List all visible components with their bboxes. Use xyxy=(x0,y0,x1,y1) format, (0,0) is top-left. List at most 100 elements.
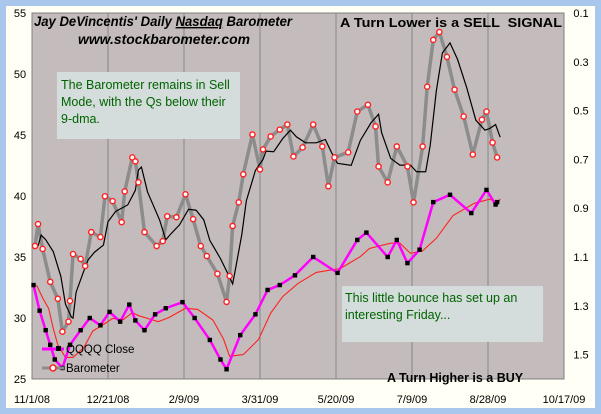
qqqq-close-point xyxy=(311,254,316,260)
barometer-point xyxy=(153,242,160,250)
barometer-point xyxy=(87,228,95,236)
qqqq-close-point xyxy=(207,337,213,343)
buy-signal-label: A Turn Higher is a BUY xyxy=(387,371,524,385)
barometer-point xyxy=(141,228,148,236)
qqqq-close-point xyxy=(355,237,360,243)
x-tick-label: 12/21/08 xyxy=(87,394,130,406)
legend-qqqq-close: QQQQ Close xyxy=(66,344,134,356)
barometer-point xyxy=(189,215,197,223)
barometer-point xyxy=(235,199,243,206)
y-right-tick-label: 0.7 xyxy=(573,154,588,166)
qqqq-close-point xyxy=(180,299,185,305)
barometer-point xyxy=(410,199,417,206)
sell-signal-label: A Turn Lower is a SELL SIGNAL xyxy=(340,16,562,30)
qqqq-moving-average-line xyxy=(36,198,501,358)
barometer-moving-average-line xyxy=(37,41,501,319)
barometer-point xyxy=(239,170,247,178)
barometer-point xyxy=(229,222,236,230)
qqqq-close-point xyxy=(494,199,500,205)
barometer-point xyxy=(54,295,62,303)
barometer-point xyxy=(121,188,129,195)
barometer-point xyxy=(384,179,391,186)
barometer-point xyxy=(223,298,230,306)
qqqq-close-point xyxy=(87,315,92,321)
qqqq-close-point xyxy=(431,199,436,205)
qqqq-close-point xyxy=(469,210,474,216)
y-right-tick-label: 1.1 xyxy=(573,252,588,264)
y-left-tick-label: 25 xyxy=(14,374,26,386)
barometer-point xyxy=(31,242,39,250)
barometer-point xyxy=(256,166,264,173)
y-right-tick-label: 0.9 xyxy=(573,203,588,215)
barometer-point xyxy=(364,101,372,109)
barometer-point xyxy=(372,123,379,130)
qqqq-close-point xyxy=(218,357,223,362)
note-top-line-3: 9-dma. xyxy=(61,112,100,126)
qqqq-close-point xyxy=(385,254,390,260)
barometer-point xyxy=(66,297,74,305)
qqqq-close-point xyxy=(253,312,258,317)
y-left-tick-label: 40 xyxy=(14,191,26,203)
barometer-point xyxy=(493,154,501,161)
qqqq-close-point xyxy=(238,332,243,338)
qqqq-close-point xyxy=(394,237,399,243)
barometer-point xyxy=(319,143,326,150)
barometer-point xyxy=(478,116,486,123)
barometer-point xyxy=(173,213,180,221)
qqqq-close-point xyxy=(335,270,340,276)
y-right-tick-label: 0.5 xyxy=(573,106,588,118)
barometer-point xyxy=(259,146,267,153)
barometer-point xyxy=(249,131,256,138)
barometer-point xyxy=(460,113,467,120)
barometer-point xyxy=(226,272,233,280)
barometer-point xyxy=(436,28,443,36)
x-tick-label: 11/1/08 xyxy=(14,394,50,406)
barometer-point xyxy=(393,143,401,150)
barometer-point xyxy=(46,278,54,286)
note-top-line-1: The Barometer remains in Sell xyxy=(61,78,230,92)
barometer-point xyxy=(69,250,77,258)
y-left-tick-label: 45 xyxy=(14,130,26,142)
barometer-point xyxy=(135,179,142,186)
note-box-bottom xyxy=(342,286,543,342)
barometer-point xyxy=(197,242,205,250)
y-left-tick-label: 55 xyxy=(14,8,26,20)
barometer-point xyxy=(429,36,437,44)
qqqq-close-point xyxy=(265,287,270,293)
barometer-point xyxy=(163,212,171,220)
note-box-top xyxy=(57,72,240,139)
qqqq-close-point xyxy=(152,312,158,317)
qqqq-close-point xyxy=(133,318,138,323)
qqqq-close-point xyxy=(52,357,57,362)
y-left-tick-label: 50 xyxy=(14,69,26,81)
y-left-tick-label: 35 xyxy=(14,252,26,264)
qqqq-close-point xyxy=(107,309,112,315)
barometer-point xyxy=(182,190,189,198)
qqqq-close-point xyxy=(43,328,48,333)
barometer-point xyxy=(299,144,306,151)
barometer-point xyxy=(81,262,89,270)
qqqq-close-point xyxy=(292,273,298,278)
qqqq-close-point xyxy=(417,247,422,252)
barometer-point xyxy=(419,143,426,150)
barometer-point xyxy=(77,255,84,263)
chart-subtitle: www.stockbarometer.com xyxy=(78,31,250,47)
qqqq-close-point xyxy=(37,308,42,313)
barometer-point xyxy=(159,237,167,245)
barometer-point xyxy=(118,218,125,226)
x-tick-label: 2/9/09 xyxy=(169,394,200,406)
y-right-tick-label: 1.3 xyxy=(573,301,588,313)
qqqq-close-point xyxy=(117,319,123,324)
qqqq-close-point xyxy=(142,328,147,333)
qqqq-close-point xyxy=(31,282,36,288)
qqqq-close-point xyxy=(493,202,498,207)
barometer-point xyxy=(353,108,361,115)
y-right-tick-label: 0.1 xyxy=(573,8,588,20)
y-right-tick-label: 0.3 xyxy=(573,57,588,69)
barometer-point xyxy=(290,153,297,160)
barometer-point xyxy=(331,154,338,161)
barometer-point xyxy=(109,197,116,205)
barometer-point xyxy=(214,270,221,278)
legend: QQQQ Close Barometer xyxy=(42,344,134,375)
